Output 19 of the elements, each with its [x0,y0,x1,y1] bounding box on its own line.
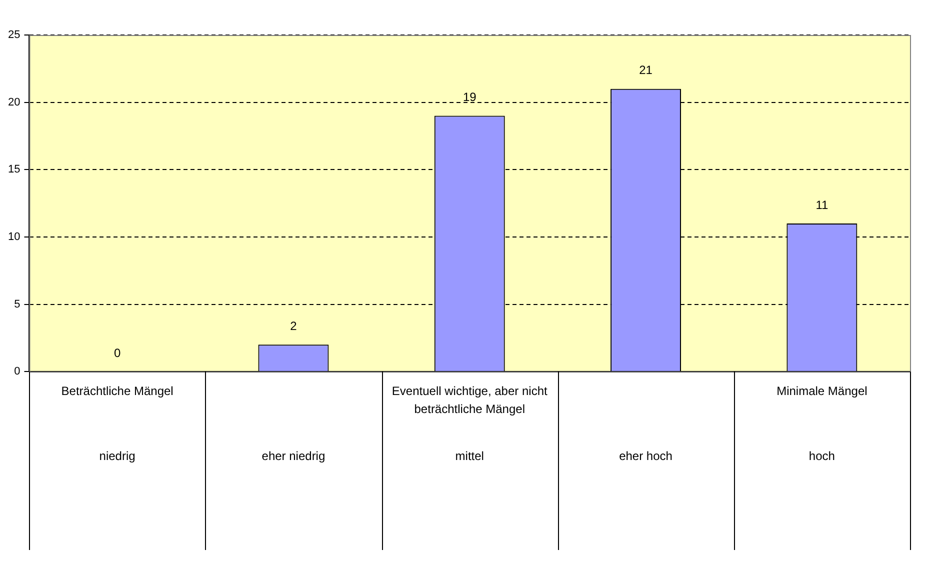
y-tick-label: 5 [14,298,20,310]
text: Eventuell wichtige, aber nicht beträchtliche Mängel [392,384,548,416]
x-tick-label: eher niedrig [262,449,326,464]
data-label: 21 [639,63,653,78]
y-tick-label: 0 [14,366,20,378]
y-tick-label: 25 [8,29,20,42]
data-label: 19 [462,90,477,104]
text: Beträchtliche Mängel [61,384,174,398]
data-label: 0 [114,346,121,360]
y-tick-label: 10 [8,230,20,243]
x-tick-label: eher hoch [619,449,672,464]
data-label: 11 [816,198,828,212]
y-tick-label: 15 [8,164,20,176]
x-tick-label: niedrig [99,449,136,464]
x-tick-label: hoch [808,449,835,464]
text: Minimale Mängel [776,384,868,398]
data-label: 2 [290,318,298,333]
x-tick-label: mittel [455,449,484,464]
y-tick-label: 20 [8,96,20,108]
